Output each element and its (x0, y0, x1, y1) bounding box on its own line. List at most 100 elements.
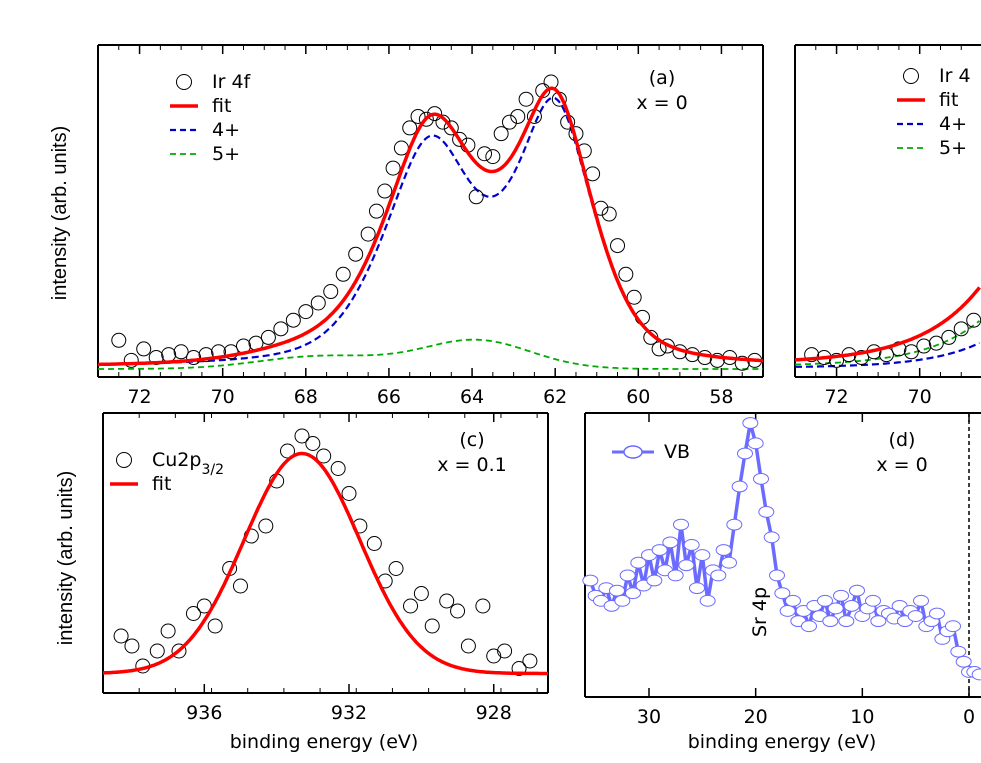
panel-b-data-point (903, 344, 919, 360)
panel-a-data-point (298, 304, 314, 320)
panel-d-vb-point (582, 574, 599, 587)
legend-marker-cu2p (116, 452, 132, 468)
panel-c-data-point (486, 648, 502, 664)
panel-a-data-point (501, 114, 517, 130)
panel-d-vb-point (971, 668, 981, 681)
panel-b-tick-label: 70 (908, 386, 932, 408)
panel-a-tick-label: 62 (543, 386, 567, 408)
legend-label-c-fit: fit (152, 473, 171, 495)
legend-label-5plus: 5+ (212, 143, 240, 165)
panel-d-vb-point (715, 544, 732, 556)
panel-a-tick-label: 66 (377, 386, 401, 408)
panel-d: 30 20 10 0 VB (d) x = 0 Sr 4p binding energy (eV… (582, 412, 981, 753)
panel-a-data-point (477, 146, 493, 162)
panel-a-data-point (260, 329, 276, 345)
legend-marker-ir4f (176, 74, 192, 90)
legend-label-subscript: 3/2 (201, 462, 224, 478)
panel-d-vb-point (870, 615, 887, 628)
panel-a-tick-label: 68 (294, 386, 318, 408)
panel-c-data-point (511, 661, 527, 676)
panel-d-vb-point (689, 582, 705, 594)
panel-a-composition: x = 0 (636, 92, 687, 114)
panel-a-data-point (360, 226, 376, 242)
legend-label-b-ir4: Ir 4 (939, 65, 971, 87)
panel-d-vb-point (817, 594, 833, 607)
panel-d-sr4p-annotation: Sr 4p (749, 587, 771, 637)
panel-a-data-point (136, 341, 152, 357)
panel-d-vb-point (737, 447, 753, 460)
panel-b-data-point (928, 335, 944, 351)
panel-b-data-point (854, 350, 869, 366)
panel-d-vb-point (662, 536, 679, 549)
panel-d-vb-point (843, 599, 860, 612)
panel-a-data-point (626, 289, 642, 305)
panel-d-tick-label: 0 (963, 706, 975, 728)
panel-a-data-point (173, 344, 189, 360)
panel-a-tick-label: 60 (626, 386, 650, 408)
legend-label-vb: VB (664, 441, 690, 463)
panel-c-data-point (450, 603, 466, 619)
panel-b-fit-total (794, 286, 981, 362)
panel-d-vb-point (726, 518, 743, 531)
panel-c-data-point (424, 618, 440, 634)
panel-c-data-point (113, 628, 129, 644)
panel-d-vb-point (950, 645, 967, 658)
panel-a-fit-5plus (98, 338, 763, 370)
panel-c-data-point (207, 618, 223, 634)
y-axis-label-bottom: intensity (arb. units) (55, 471, 77, 646)
panel-d-tick-label: 30 (637, 706, 661, 728)
panel-a-label: (a) (649, 67, 675, 89)
panel-a-data-point (709, 352, 725, 368)
panel-a: 72 70 68 66 64 62 60 58 Ir 4f fit 4+5+ (a) x = 0 (97, 44, 764, 408)
panel-a-data-point (186, 350, 202, 366)
panel-a-fit-total (98, 86, 763, 367)
panel-a-data-point (148, 350, 164, 366)
legend-label-b-5plus: 5+ (939, 137, 967, 159)
panel-a-data-point (518, 91, 534, 107)
panel-a-tick-label: 72 (127, 386, 151, 408)
panel-d-vb-point (774, 587, 791, 600)
panel-b-data-point (804, 347, 820, 363)
panel-b-data-point (953, 321, 969, 337)
panel-a-tick-label: 64 (460, 386, 484, 408)
panel-d-vb-point (955, 655, 972, 668)
panel-c-data-point (413, 586, 429, 601)
panel-d-vb-point (673, 518, 689, 531)
panel-d-vb-point (667, 569, 684, 582)
legend-label-ir4f: Ir 4f (212, 71, 252, 93)
panel-a-data-point (385, 160, 401, 176)
panel-d-vb-point (742, 417, 759, 429)
panel-d-tick-label: 10 (850, 706, 874, 728)
panel-c-data-point (439, 593, 455, 609)
panel-d-vb-point (945, 620, 961, 633)
panel-c-data-point (294, 428, 310, 444)
panel-c-tick-label: 932 (331, 702, 367, 724)
panel-d-vb-point (619, 569, 636, 582)
panel-c-data-point (171, 643, 187, 659)
panel-c-tick-label: 928 (476, 702, 512, 724)
panel-d-vb-point (753, 472, 769, 485)
panel-c-label: (c) (459, 429, 484, 451)
panel-c-data-point (232, 578, 248, 594)
panel-a-data-point (402, 120, 418, 136)
panel-a-data-point (410, 108, 426, 124)
panel-d-vb-point (865, 594, 881, 607)
panel-b: 72 70 Ir 4 fit 4+5+ (794, 44, 981, 408)
panel-a-data-point (468, 189, 484, 205)
panel-b-data-point (941, 329, 957, 345)
panel-d-vb-point (763, 531, 780, 544)
panel-b-data-point (916, 338, 932, 354)
panel-c-data-point (316, 448, 332, 464)
panel-d-vb-point (609, 584, 625, 597)
panel-a-data-point (493, 126, 509, 142)
panel-a-data-point (734, 355, 750, 371)
panel-c-data-point (460, 638, 476, 654)
panel-d-x-axis-label: binding energy (eV) (688, 731, 877, 753)
panel-d-vb-point (699, 594, 716, 607)
panel-a-data-point (123, 352, 139, 368)
panel-a-data-point (285, 312, 301, 328)
panel-a-data-point (348, 246, 364, 262)
panel-c-data-point (522, 653, 538, 669)
panel-c-composition: x = 0.1 (437, 454, 506, 476)
panel-b-tick-label: 72 (824, 386, 848, 408)
